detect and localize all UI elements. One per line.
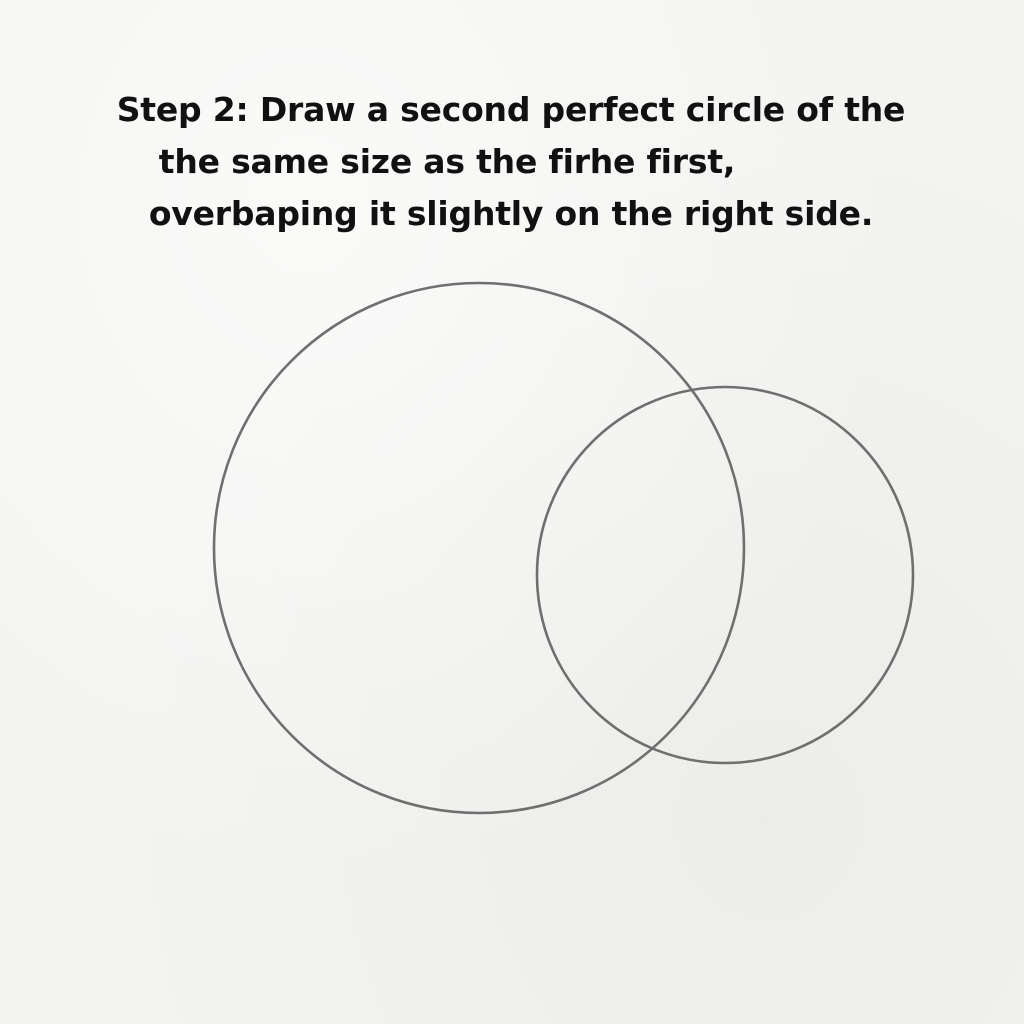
first-circle (212, 281, 746, 815)
instruction-line-3: overbaping it slightly on the right side… (148, 194, 874, 233)
second-circle (535, 385, 915, 765)
step-instruction: Step 2: Draw a second perfect circle of … (0, 84, 1024, 240)
instruction-line-1: Step 2: Draw a second perfect circle of … (116, 90, 906, 129)
instruction-line-2: the same size as the firhe first, (158, 142, 736, 181)
